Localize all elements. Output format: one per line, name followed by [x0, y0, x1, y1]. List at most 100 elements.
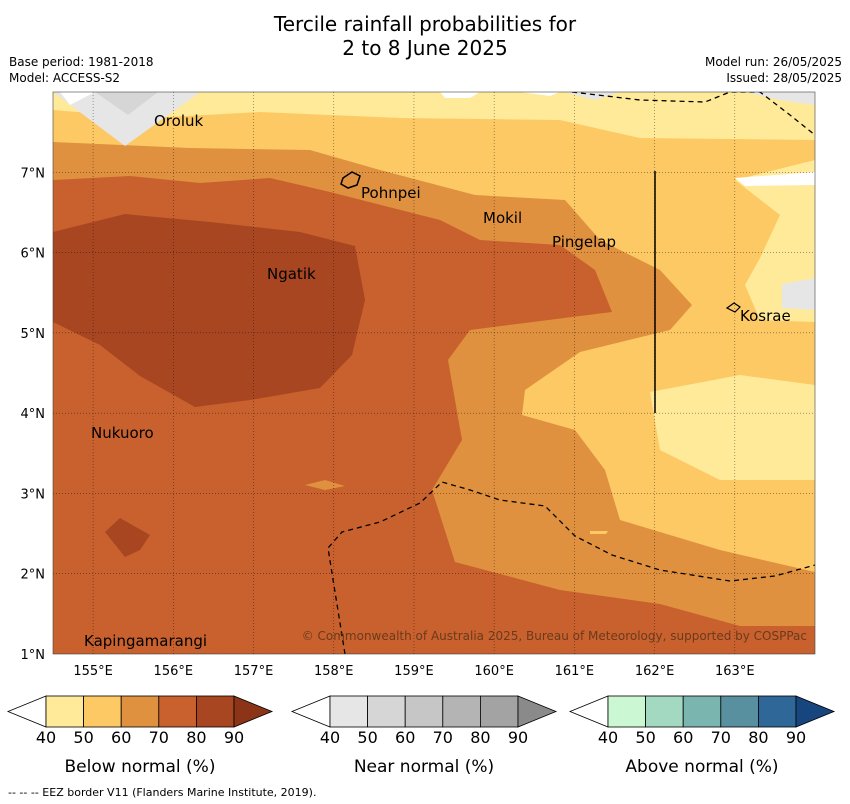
longitude-tick-labels: 155°E 156°E 157°E 158°E 159°E 160°E 161°E 162°E…	[73, 664, 754, 679]
colorbar-min-extension	[290, 695, 331, 728]
near-normal-patch-nw-dark	[95, 92, 158, 115]
colorbar-tick-label: 60	[111, 728, 131, 747]
blank-patch-4	[520, 92, 560, 96]
place-ngatik: Ngatik	[267, 265, 316, 283]
lon-tick-label: 158°E	[314, 664, 354, 679]
kosrae-island-outline	[725, 302, 741, 313]
colorbar-swatch	[607, 695, 646, 728]
colorbar-label: Above normal (%)	[625, 757, 778, 777]
place-pohnpei: Pohnpei	[361, 184, 421, 202]
model-name: Model: ACCESS-S2	[9, 71, 121, 85]
colorbar-tick-label: 90	[786, 728, 806, 747]
map-frame	[52, 91, 816, 655]
colorbar-tick-label: 40	[320, 728, 340, 747]
lon-tick-label: 161°E	[555, 664, 595, 679]
lat-tick-label: 3°N	[21, 487, 46, 502]
lat-tick-label: 2°N	[21, 568, 46, 583]
place-pingelap: Pingelap	[552, 233, 616, 251]
model-run: Model run: 26/05/2025	[704, 55, 842, 69]
lat-tick-label: 1°N	[21, 648, 46, 663]
near-normal-patch-east	[782, 278, 815, 310]
colorbar-2: 40 50 60 70 80 90 Above normal (%)	[568, 695, 836, 777]
map-title: Tercile rainfall probabilities for 2 to …	[0, 12, 850, 60]
colorbar-swatch	[404, 695, 444, 728]
lon-tick-label: 162°E	[635, 664, 675, 679]
place-nukuoro: Nukuoro	[91, 424, 154, 442]
colorbar-swatch	[367, 695, 406, 728]
lon-tick-label: 157°E	[234, 664, 274, 679]
colorbar-tick-label: 90	[508, 728, 528, 747]
colorbar-tick-label: 60	[673, 728, 693, 747]
colorbar-swatch	[158, 695, 197, 728]
colorbar-1: 40 50 60 70 80 90 Near normal (%)	[290, 695, 558, 777]
colorbar-swatch	[83, 695, 122, 728]
colorbar-swatch	[720, 695, 759, 728]
colorbar-0: 40 50 60 70 80 90 Below normal (%)	[6, 695, 274, 777]
band-40-50-north	[53, 92, 815, 140]
band-80-90	[53, 214, 365, 407]
colorbars: 40 50 60 70 80 90 Below normal (%) 40 50 60 70 80 90…	[6, 695, 836, 777]
colorbar-tick-label: 70	[711, 728, 731, 747]
colorbar-min-extension	[568, 695, 609, 728]
eez-border-south	[327, 481, 815, 654]
lon-tick-label: 163°E	[715, 664, 755, 679]
colorbar-swatch	[645, 695, 684, 728]
place-oroluk: Oroluk	[154, 112, 203, 130]
colorbar-swatch	[195, 695, 235, 728]
lat-tick-label: 6°N	[21, 247, 46, 262]
colorbar-swatch	[45, 695, 84, 728]
colorbar-label: Near normal (%)	[354, 757, 494, 777]
lat-tick-label: 4°N	[21, 407, 46, 422]
base-period: Base period: 1981-2018	[9, 55, 154, 69]
lon-tick-label: 155°E	[73, 664, 113, 679]
title-line-2: 2 to 8 June 2025	[342, 36, 508, 60]
lon-tick-label: 156°E	[154, 664, 194, 679]
eez-borders	[327, 92, 815, 654]
place-labels: Oroluk Pohnpei Mokil Pingelap Ngatik Kos…	[84, 112, 791, 650]
band-50-60	[53, 92, 815, 572]
colorbar-tick-label: 50	[357, 728, 377, 747]
colorbar-tick-label: 80	[470, 728, 490, 747]
colorbar-tick-label: 80	[748, 728, 768, 747]
band-80-90-small	[105, 518, 150, 557]
lon-tick-label: 159°E	[394, 664, 434, 679]
colorbar-tick-label: 40	[598, 728, 618, 747]
colorbar-tick-label: 40	[36, 728, 56, 747]
place-kapingamarangi: Kapingamarangi	[84, 632, 207, 650]
issued-date: Issued: 28/05/2025	[726, 71, 842, 85]
colorbar-tick-label: 90	[224, 728, 244, 747]
colorbar-swatch	[758, 695, 797, 728]
colorbar-max-extension	[233, 695, 274, 728]
lat-tick-label: 7°N	[21, 166, 46, 181]
pohnpei-island-outline	[340, 171, 361, 189]
near-normal-patch-nw	[53, 92, 200, 146]
eez-border-north	[571, 92, 815, 136]
colorbar-swatch	[120, 695, 160, 728]
title-line-1: Tercile rainfall probabilities for	[273, 12, 577, 36]
colorbar-tick-label: 70	[433, 728, 453, 747]
near-normal-patch-ne-2	[745, 92, 815, 105]
colorbar-tick-label: 80	[186, 728, 206, 747]
colorbar-tick-label: 70	[149, 728, 169, 747]
colorbar-min-extension	[6, 695, 47, 728]
colorbar-max-extension	[517, 695, 558, 728]
copyright-notice: © Commonwealth of Australia 2025, Bureau…	[302, 629, 807, 643]
place-kosrae: Kosrae	[740, 307, 791, 325]
blank-patch-3	[735, 172, 815, 186]
latitude-tick-labels: 1°N 2°N 3°N 4°N 5°N 6°N 7°N	[21, 166, 46, 663]
colorbar-tick-label: 60	[395, 728, 415, 747]
band-40-50	[53, 92, 815, 480]
lon-tick-label: 160°E	[474, 664, 514, 679]
near-normal-patch-ne	[565, 92, 620, 100]
colorbar-max-extension	[795, 695, 836, 728]
place-mokil: Mokil	[483, 209, 522, 227]
colorbar-swatch	[479, 695, 519, 728]
colorbar-swatch	[682, 695, 722, 728]
colorbar-tick-label: 50	[635, 728, 655, 747]
model-info: Base period: 1981-2018 Model: ACCESS-S2	[9, 54, 154, 86]
patch-light-1	[305, 480, 345, 490]
blank-patch-2	[440, 92, 480, 98]
run-info: Model run: 26/05/2025 Issued: 28/05/2025	[705, 54, 842, 86]
colorbar-swatch	[442, 695, 481, 728]
